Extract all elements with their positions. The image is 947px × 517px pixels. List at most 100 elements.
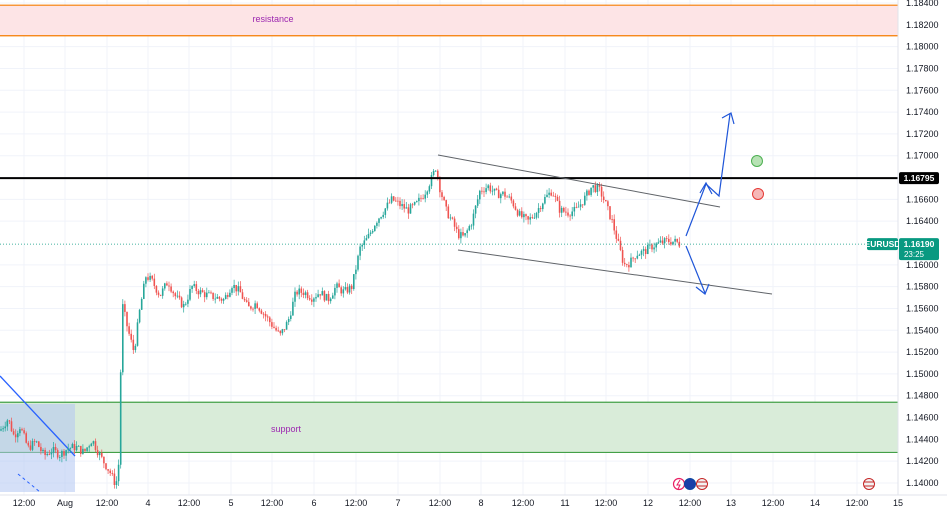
candle-body xyxy=(665,238,668,239)
x-tick-label: 12:00 xyxy=(13,498,36,508)
candle-body xyxy=(504,191,506,197)
candle-body xyxy=(231,288,233,293)
candle-body xyxy=(12,431,15,435)
candle-body xyxy=(430,175,433,187)
x-tick-label: Aug xyxy=(57,498,73,508)
channel-lower-line[interactable] xyxy=(457,249,773,295)
support-zone[interactable] xyxy=(0,402,898,453)
candle-body xyxy=(197,291,200,295)
candle-body xyxy=(166,283,168,286)
candle-body xyxy=(642,249,645,251)
candle-body xyxy=(65,450,67,456)
y-tick-label: 1.17400 xyxy=(906,107,939,117)
candle-body xyxy=(149,275,151,280)
projection-arrows xyxy=(685,112,735,295)
candle-body xyxy=(29,445,32,450)
candle-body xyxy=(252,308,254,310)
candle-body xyxy=(317,294,319,298)
candle-body xyxy=(630,257,632,268)
candle-body xyxy=(554,195,557,197)
candle-body xyxy=(626,264,628,265)
candle-body xyxy=(84,448,86,451)
candle-body xyxy=(447,206,450,219)
candle-body xyxy=(52,447,55,453)
candle-body xyxy=(283,329,286,331)
downtrend-shade xyxy=(0,404,75,492)
candle-body xyxy=(495,188,498,190)
resistance-zone[interactable] xyxy=(0,5,898,36)
candle-body xyxy=(136,322,139,346)
candle-body xyxy=(117,464,120,482)
candle-body xyxy=(594,185,597,193)
candle-body xyxy=(600,186,603,197)
candle-body xyxy=(525,214,527,217)
us-flag-icon[interactable] xyxy=(696,478,708,490)
candle-body xyxy=(256,303,258,309)
candle-body xyxy=(546,194,548,198)
candle-body xyxy=(548,192,550,195)
candle-body xyxy=(14,434,17,438)
candle-body xyxy=(344,287,347,290)
candle-body xyxy=(80,445,82,454)
channel-upper-line[interactable] xyxy=(437,154,721,208)
key-level-tag: 1.16795 xyxy=(899,172,939,185)
eu-flag-icon[interactable] xyxy=(684,478,696,490)
candle-body xyxy=(355,269,357,275)
candle-body xyxy=(674,238,676,242)
candle-body xyxy=(101,453,103,457)
candle-body xyxy=(264,313,267,317)
candle-body xyxy=(634,258,636,260)
candle-body xyxy=(581,204,584,206)
candle-body xyxy=(98,453,101,456)
y-tick-label: 1.14400 xyxy=(906,434,939,444)
candle-body xyxy=(523,214,525,218)
candle-body xyxy=(92,441,95,444)
candle-body xyxy=(481,190,483,192)
candle-body xyxy=(340,287,342,294)
candle-body xyxy=(220,298,223,301)
candle-body xyxy=(21,429,23,431)
candle-body xyxy=(409,204,412,214)
candle-body xyxy=(161,288,164,296)
downtrend-line[interactable] xyxy=(0,375,76,457)
candle-body xyxy=(514,206,517,210)
candle-body xyxy=(451,217,454,219)
candle-body xyxy=(63,451,65,456)
candle-body xyxy=(361,244,363,247)
time-axis[interactable]: 12:00 Aug 12:00 4 12:00 5 12:00 6 12:00 7 12:00 8 12… xyxy=(13,498,903,508)
candle-body xyxy=(672,241,674,245)
candle-body xyxy=(413,202,416,205)
candle-body xyxy=(508,196,510,198)
candle-body xyxy=(416,201,418,203)
candle-body xyxy=(128,326,130,334)
candle-body xyxy=(472,213,475,226)
candle-body xyxy=(424,194,426,199)
candle-body xyxy=(521,211,523,218)
candle-body xyxy=(147,277,149,280)
candle-body xyxy=(573,206,576,212)
x-tick-label: 12:00 xyxy=(429,498,452,508)
candle-body xyxy=(533,217,536,219)
candle-body xyxy=(369,232,372,235)
candle-body xyxy=(474,205,477,214)
candle-body xyxy=(367,234,370,239)
candle-body xyxy=(227,295,229,297)
candle-body xyxy=(292,301,294,316)
candle-body xyxy=(323,291,326,301)
y-tick-label: 1.14800 xyxy=(906,391,939,401)
candle-body xyxy=(319,294,321,296)
candle-body xyxy=(605,200,607,202)
x-tick-label: 4 xyxy=(145,498,150,508)
target-circle-green[interactable] xyxy=(751,155,763,167)
candle-body xyxy=(4,426,6,429)
candle-body xyxy=(489,185,492,192)
price-axis[interactable]: 1.18400 1.18200 1.18000 1.17800 1.17600 1.174… xyxy=(906,0,939,488)
candle-body xyxy=(287,318,290,323)
candle-body xyxy=(140,298,143,310)
candle-body xyxy=(214,298,216,300)
us-flag-icon[interactable] xyxy=(863,478,875,490)
candle-body xyxy=(598,185,601,187)
candle-body xyxy=(537,208,540,213)
stop-circle-red[interactable] xyxy=(752,188,764,200)
